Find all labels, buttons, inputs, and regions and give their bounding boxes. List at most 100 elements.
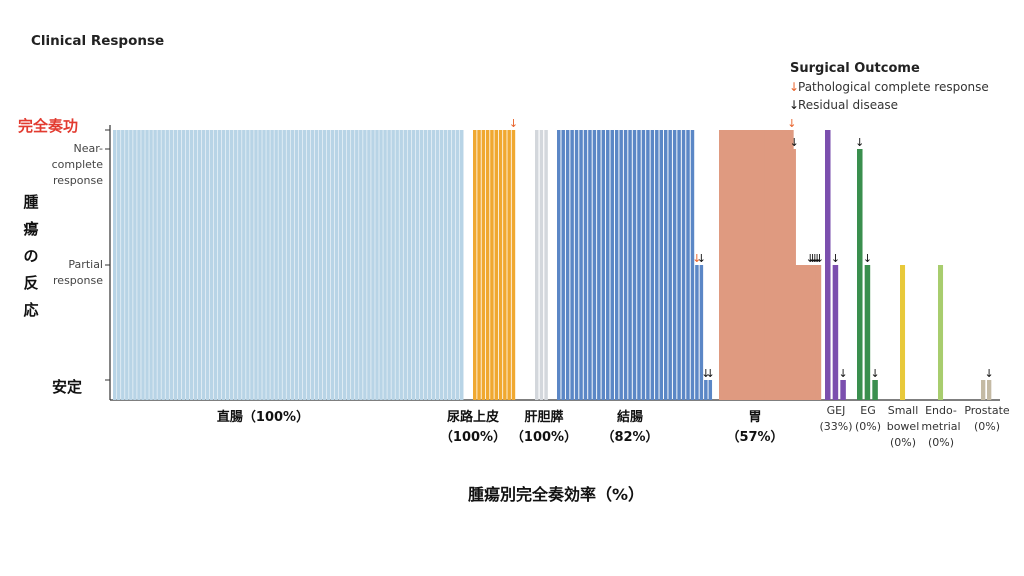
bar-group-1-15	[169, 130, 173, 400]
residual-arrow-icon-7-3: ↓	[870, 367, 879, 380]
bar-group-1-33	[242, 130, 246, 400]
bar-group-5-21	[764, 130, 769, 400]
bar-group-1-35	[250, 130, 254, 400]
bar-group-5-35	[797, 265, 801, 400]
bar-group-4-18	[632, 130, 637, 400]
bar-group-4-20	[641, 130, 646, 400]
bar-group-2-3	[481, 130, 486, 400]
bar-group-1-72	[399, 130, 403, 400]
residual-arrow-icon-5-6: ↓	[813, 252, 822, 265]
bar-group-1-69	[387, 130, 391, 400]
bar-group-1-12	[157, 130, 161, 400]
bar-group-1-43	[282, 130, 286, 400]
bar-group-5-17	[755, 130, 760, 400]
bar-group-5-26	[776, 130, 780, 400]
residual-arrow-icon-10-1: ↓	[985, 367, 994, 380]
bar-group-4-10	[597, 130, 601, 400]
bar-group-5-24	[771, 130, 776, 400]
bar-group-4-16	[623, 130, 628, 400]
bar-group-1-16	[173, 130, 178, 400]
bar-group-1-7	[137, 130, 141, 400]
bar-group-1-23	[201, 130, 206, 400]
group-label-9-line-3: (0%)	[928, 436, 954, 449]
bar-group-4-19	[637, 130, 641, 400]
bar-group-4-27	[672, 130, 677, 400]
bar-group-1-5	[129, 130, 133, 400]
residual-arrow-icon-5-7: ↓	[815, 252, 824, 265]
bar-group-6-1	[825, 130, 831, 400]
group-label-7-line-1: EG	[860, 404, 875, 417]
bar-group-5-22	[767, 130, 771, 400]
bar-group-1-59	[347, 130, 351, 400]
bar-group-5-19	[760, 130, 764, 400]
group-label-8-line-2: bowel	[887, 420, 920, 433]
bar-group-1-82	[439, 130, 444, 400]
bar-group-3-1	[535, 130, 539, 400]
residual-arrow-icon-6-1: ↓	[831, 252, 840, 265]
bar-group-1-14	[165, 130, 169, 400]
bar-group-1-66	[375, 130, 379, 400]
bar-group-5-2	[721, 130, 725, 400]
bar-group-1-36	[254, 130, 258, 400]
bar-group-5-12	[744, 130, 748, 400]
y-label-partial-line2: response	[53, 274, 103, 287]
bar-group-1-3	[121, 130, 125, 400]
y-label-partial: Partial response	[53, 258, 103, 287]
group-label-5-line-1: 胃	[748, 410, 761, 425]
bar-group-2-1	[473, 130, 477, 400]
bar-group-1-64	[367, 130, 371, 400]
bar-group-1-74	[407, 130, 412, 400]
bar-group-1-30	[230, 130, 234, 400]
bar-group-5-33	[792, 149, 796, 400]
residual-arrow-icon-5-3: ↓	[806, 252, 815, 265]
bar-group-5-15	[751, 130, 755, 400]
y-axis-title-char-5: 応	[23, 301, 38, 319]
chart-title: Clinical Response	[31, 33, 164, 49]
bar-group-1-20	[189, 130, 194, 400]
pcr-arrow-icon-2-1: ↓	[509, 117, 518, 130]
bar-group-1-63	[363, 130, 367, 400]
bar-group-1-71	[395, 130, 399, 400]
bar-group-1-81	[435, 130, 440, 400]
bar-group-1-68	[383, 130, 387, 400]
bar-group-1-18	[181, 130, 186, 400]
bar-group-1-27	[217, 130, 222, 400]
bar-group-1-10	[149, 130, 153, 400]
bar-group-1-39	[266, 130, 270, 400]
bar-group-4-25	[663, 130, 668, 400]
bar-group-5-1	[719, 130, 723, 400]
bar-group-4-4	[570, 130, 574, 400]
bar-group-1-61	[355, 130, 359, 400]
group-label-8-line-3: (0%)	[890, 436, 916, 449]
bar-group-1-84	[447, 130, 452, 400]
residual-arrow-icon-4-2: ↓	[697, 252, 706, 265]
bar-group-4-8	[588, 130, 592, 400]
residual-arrow-icon-4-4: ↓	[706, 367, 715, 380]
pcr-arrow-icon-5-1: ↓	[787, 117, 796, 130]
bar-group-5-42	[813, 265, 817, 400]
residual-arrow-icon-7-2: ↓	[863, 252, 872, 265]
bar-group-5-5	[728, 130, 732, 400]
arrows-layer: ↓↓↓↓↓↓↓↓↓↓↓↓ ↓↓↓↓↓ ↓	[509, 117, 994, 380]
pcr-arrow-icon-4-1: ↓	[692, 252, 701, 265]
bar-group-4-15	[619, 130, 623, 400]
group-label-3-line-2: （100%）	[511, 429, 577, 445]
bar-group-4-26	[668, 130, 672, 400]
bar-group-1-76	[415, 130, 420, 400]
bar-group-4-12	[606, 130, 610, 400]
bar-group-1-4	[125, 130, 129, 400]
y-label-stable: 安定	[52, 378, 82, 396]
bar-group-1-44	[286, 130, 290, 400]
bar-group-5-23	[769, 130, 773, 400]
bar-group-1-56	[334, 130, 339, 400]
bar-group-4-7	[583, 130, 588, 400]
bar-group-2-9	[507, 130, 511, 400]
bar-group-1-40	[270, 130, 274, 400]
bar-group-1-37	[258, 130, 262, 400]
bar-group-1-79	[427, 130, 432, 400]
bar-group-4-28	[677, 130, 681, 400]
bar-group-5-30	[785, 130, 790, 400]
bar-group-4-29	[681, 130, 686, 400]
bar-group-2-8	[503, 130, 507, 400]
bar-group-5-25	[774, 130, 778, 400]
